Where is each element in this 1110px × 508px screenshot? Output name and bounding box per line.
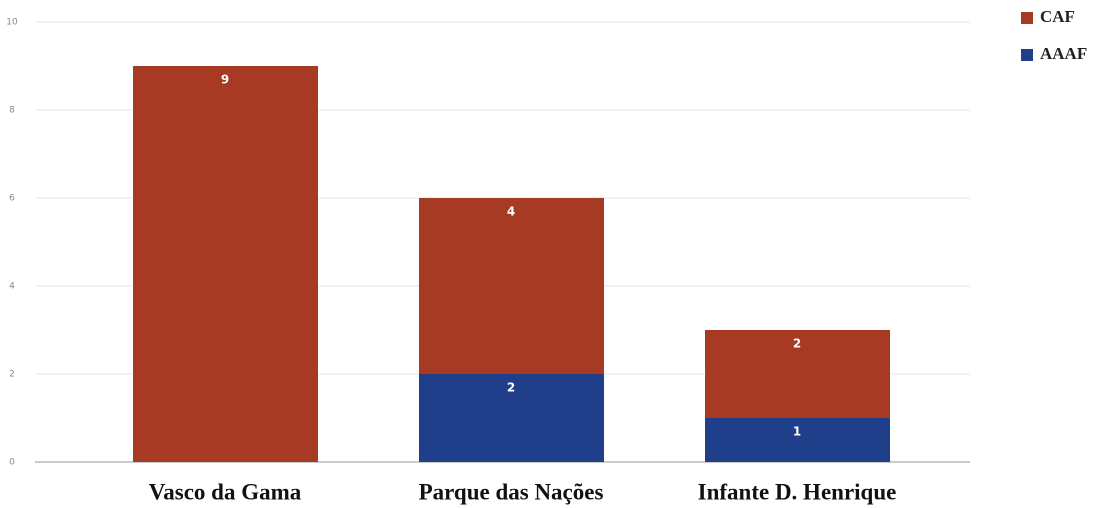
- x-tick-label: Infante D. Henrique: [698, 479, 897, 504]
- data-label: 4: [507, 205, 515, 219]
- bar-segment: [419, 374, 604, 462]
- legend-swatch: [1021, 49, 1033, 61]
- y-tick-label: 6: [9, 194, 15, 204]
- data-label: 2: [793, 337, 801, 351]
- x-tick-label: Vasco da Gama: [149, 479, 302, 504]
- y-tick-label: 0: [9, 458, 15, 468]
- bar-segment: [705, 330, 890, 418]
- legend-swatch: [1021, 12, 1033, 24]
- data-label: 2: [507, 381, 515, 395]
- bar-segment: [705, 418, 890, 462]
- data-label: 1: [793, 425, 801, 439]
- y-tick-label: 8: [9, 106, 15, 116]
- bar-segment: [133, 66, 318, 462]
- legend-label: AAAF: [1040, 44, 1087, 63]
- data-label: 9: [221, 73, 229, 87]
- y-tick-label: 10: [6, 18, 18, 28]
- y-tick-label: 2: [9, 370, 15, 380]
- x-tick-label: Parque das Nações: [419, 479, 604, 504]
- y-tick-label: 4: [9, 282, 15, 292]
- legend-label: CAF: [1040, 7, 1075, 26]
- bar-segment: [419, 198, 604, 374]
